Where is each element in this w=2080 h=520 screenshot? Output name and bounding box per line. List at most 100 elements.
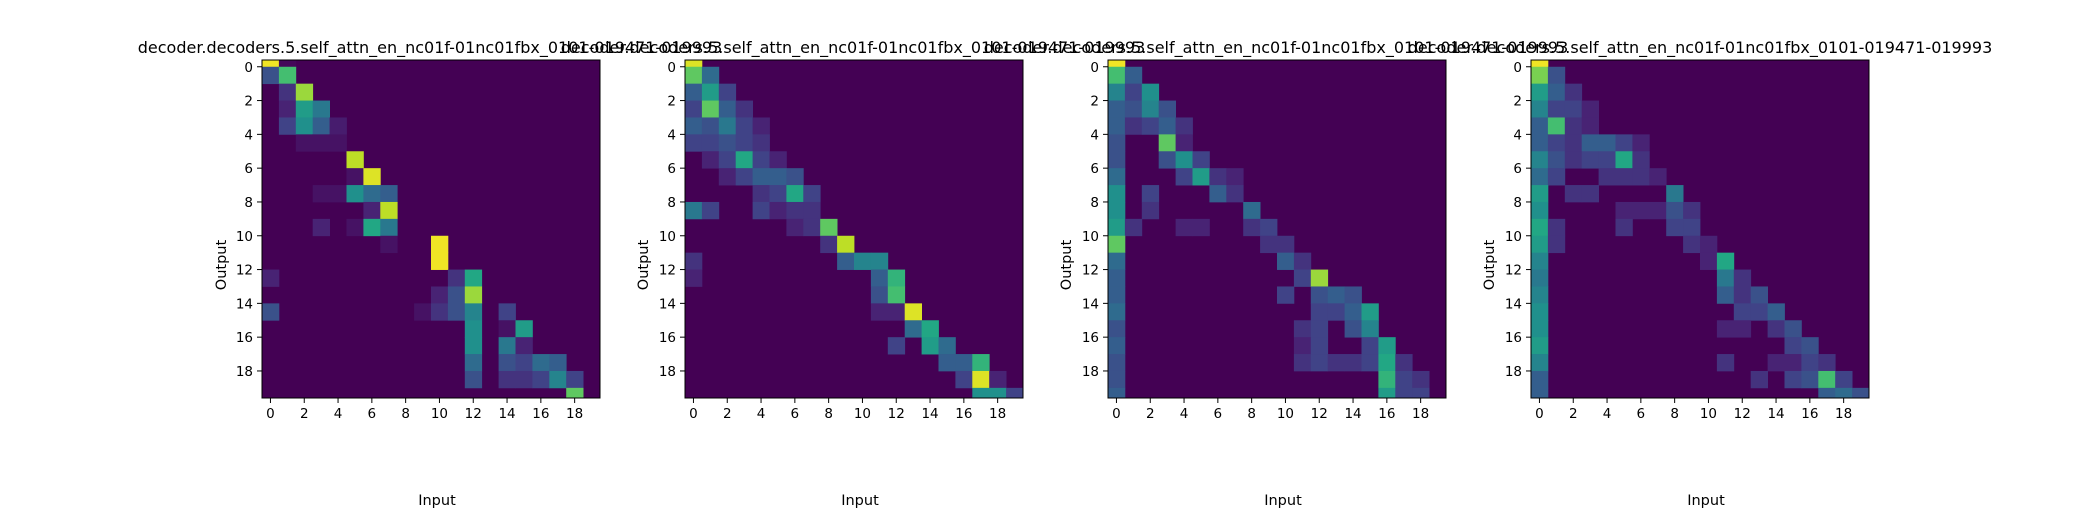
heatmap-cell bbox=[837, 252, 855, 270]
heatmap-cell bbox=[1310, 286, 1329, 304]
heatmap-cell bbox=[566, 370, 584, 389]
heatmap-cell bbox=[904, 320, 922, 338]
heatmap-cell bbox=[870, 303, 889, 321]
heatmap-cell bbox=[1158, 134, 1176, 152]
heatmap-cell bbox=[786, 185, 804, 203]
x-tick-label: 8 bbox=[1670, 406, 1679, 422]
heatmap-cell bbox=[685, 134, 703, 152]
panel-3-ylabel: Output bbox=[1059, 240, 1075, 291]
heatmap-cell bbox=[1531, 320, 1549, 338]
axes-frame bbox=[261, 59, 601, 399]
heatmap-cell bbox=[1310, 269, 1329, 287]
y-tick-label: 12 bbox=[236, 263, 253, 279]
heatmap-cell bbox=[1683, 235, 1701, 254]
panel-2-title: decoder.decoders.5.self_attn_en_nc01f-01… bbox=[561, 38, 1146, 58]
heatmap-cell bbox=[1581, 100, 1599, 118]
heatmap-cell bbox=[701, 134, 720, 152]
heatmap-cell bbox=[566, 387, 584, 399]
heatmap-cell bbox=[1615, 218, 1633, 237]
heatmap-cell bbox=[1158, 100, 1176, 118]
heatmap-cell bbox=[1175, 151, 1193, 169]
heatmap-cell bbox=[1784, 337, 1802, 355]
heatmap-cell bbox=[1108, 269, 1126, 287]
heatmap-cell bbox=[1716, 269, 1735, 287]
heatmap-cell bbox=[431, 286, 449, 304]
heatmap-cell bbox=[1108, 387, 1126, 399]
heatmap-cell bbox=[1141, 117, 1160, 135]
heatmap-cell bbox=[329, 117, 347, 135]
y-tick-label: 18 bbox=[236, 364, 253, 380]
y-tick-label: 10 bbox=[659, 229, 676, 245]
heatmap-cell bbox=[549, 370, 567, 389]
heatmap-cell bbox=[1615, 151, 1633, 169]
y-tick-label: 6 bbox=[1090, 161, 1099, 177]
heatmap-cell bbox=[1615, 201, 1633, 220]
x-tick-label: 18 bbox=[989, 406, 1006, 422]
x-tick-label: 14 bbox=[1344, 406, 1361, 422]
heatmap-cell bbox=[515, 320, 533, 338]
heatmap-cell bbox=[498, 320, 516, 338]
heatmap-cell bbox=[1361, 320, 1379, 338]
heatmap-cell bbox=[718, 100, 737, 118]
heatmap-cell bbox=[735, 168, 753, 186]
heatmap-cell bbox=[1564, 117, 1583, 135]
heatmap-cell bbox=[1531, 286, 1549, 304]
heatmap-cell bbox=[1395, 387, 1413, 399]
heatmap-cell bbox=[464, 337, 483, 355]
x-tick-label: 14 bbox=[921, 406, 938, 422]
heatmap-cell bbox=[685, 117, 703, 135]
heatmap-cell bbox=[1108, 354, 1126, 372]
heatmap-cell bbox=[1564, 151, 1583, 169]
heatmap-cell bbox=[1310, 320, 1329, 338]
heatmap-cell bbox=[262, 269, 280, 287]
x-tick-label: 6 bbox=[1214, 406, 1223, 422]
heatmap-cell bbox=[1108, 201, 1126, 220]
heatmap-cell bbox=[1108, 286, 1126, 304]
heatmap-cell bbox=[515, 354, 533, 372]
y-tick-label: 10 bbox=[1505, 229, 1522, 245]
heatmap-cell bbox=[515, 370, 533, 389]
heatmap-cell bbox=[1531, 134, 1549, 152]
heatmap-cell bbox=[718, 168, 737, 186]
heatmap-cell bbox=[701, 83, 720, 101]
heatmap-cell bbox=[1158, 117, 1176, 135]
heatmap-cell bbox=[1108, 218, 1126, 237]
heatmap-cell bbox=[1209, 168, 1227, 186]
y-tick-label: 8 bbox=[1513, 195, 1522, 211]
y-tick-label: 14 bbox=[1082, 296, 1099, 312]
heatmap-cell bbox=[1683, 201, 1701, 220]
heatmap-cell bbox=[431, 235, 449, 254]
heatmap-cell bbox=[295, 134, 314, 152]
heatmap-cell bbox=[363, 185, 381, 203]
heatmap-cell bbox=[329, 185, 347, 203]
heatmap-cell bbox=[312, 134, 330, 152]
heatmap-cell bbox=[1378, 387, 1396, 399]
x-tick-label: 14 bbox=[1767, 406, 1784, 422]
heatmap-cell bbox=[1108, 100, 1126, 118]
heatmap-cell bbox=[1531, 83, 1549, 101]
heatmap-cell bbox=[1784, 370, 1802, 389]
x-tick-label: 0 bbox=[266, 406, 275, 422]
heatmap-cell bbox=[1531, 185, 1549, 203]
heatmap-cell bbox=[346, 218, 364, 237]
heatmap-cell bbox=[854, 252, 872, 270]
heatmap-cell bbox=[1412, 387, 1430, 399]
heatmap-cell bbox=[735, 100, 753, 118]
heatmap-cell bbox=[1564, 100, 1583, 118]
heatmap-cell bbox=[1700, 252, 1718, 270]
heatmap-cell bbox=[380, 185, 398, 203]
heatmap-cell bbox=[769, 168, 787, 186]
heatmap-cell bbox=[1666, 201, 1684, 220]
heatmap-cell bbox=[1124, 83, 1143, 101]
heatmap-cell bbox=[532, 354, 550, 372]
heatmap-cell bbox=[1531, 269, 1549, 287]
heatmap-cell bbox=[515, 337, 533, 355]
x-tick-label: 10 bbox=[1277, 406, 1294, 422]
heatmap-cell bbox=[1581, 117, 1599, 135]
heatmap-cell bbox=[1547, 66, 1566, 85]
heatmap-cell bbox=[887, 303, 906, 321]
y-tick-label: 2 bbox=[667, 94, 676, 110]
heatmap-cell bbox=[718, 117, 737, 135]
heatmap-cell bbox=[887, 269, 906, 287]
heatmap-cell bbox=[1835, 387, 1853, 399]
